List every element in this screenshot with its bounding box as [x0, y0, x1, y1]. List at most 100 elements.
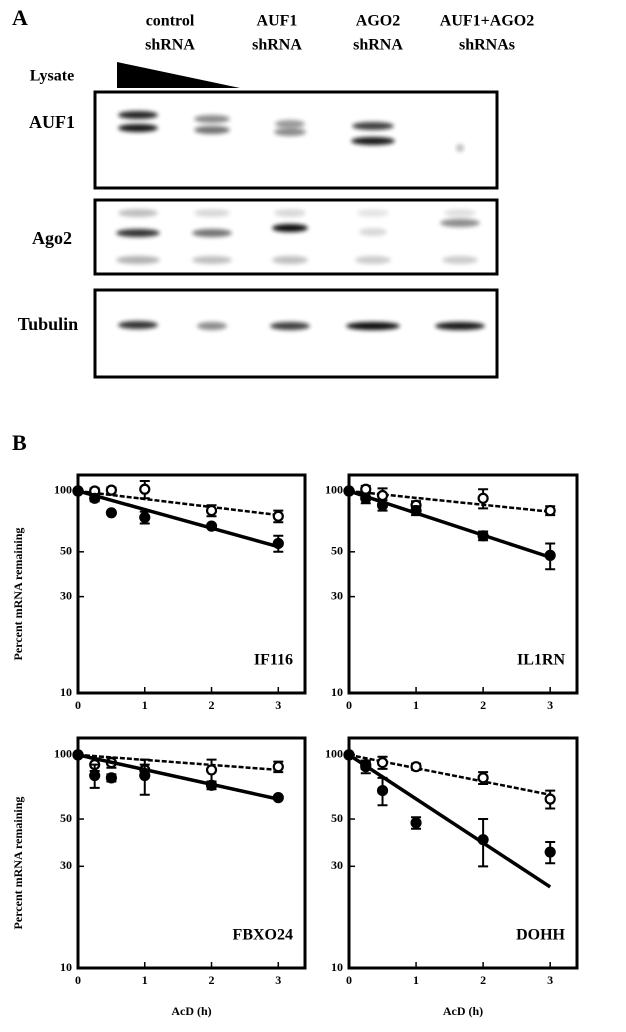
- y-tick-label: 50: [60, 811, 72, 825]
- x-axis-label: AcD (h): [171, 1004, 211, 1018]
- fit-line: [77, 489, 279, 517]
- data-point: [105, 507, 117, 519]
- lane-header: AGO2: [356, 13, 400, 30]
- data-point: [89, 492, 101, 504]
- data-point: [139, 483, 151, 495]
- x-tick-label: 1: [413, 698, 419, 712]
- band: [274, 128, 306, 136]
- lane-header: AUF1: [257, 13, 298, 30]
- data-point: [544, 846, 556, 858]
- data-point: [272, 761, 284, 773]
- band: [272, 224, 308, 232]
- band: [444, 209, 476, 217]
- band: [192, 256, 232, 264]
- band: [194, 126, 230, 134]
- x-tick-label: 3: [547, 698, 553, 712]
- band: [351, 137, 395, 145]
- data-point: [410, 761, 422, 773]
- data-point: [410, 817, 422, 829]
- data-point: [410, 504, 422, 517]
- plot-frame: [76, 736, 307, 970]
- band: [270, 322, 310, 330]
- y-tick-label: 10: [331, 960, 343, 974]
- x-tick-label: 0: [75, 698, 81, 712]
- x-tick-label: 3: [547, 973, 553, 987]
- y-tick-label: 100: [54, 747, 72, 761]
- band: [118, 124, 158, 132]
- data-point: [360, 483, 372, 495]
- x-tick-label: 2: [209, 698, 215, 712]
- y-tick-label: 30: [60, 858, 72, 872]
- plot-frame: [347, 473, 579, 695]
- data-point: [89, 769, 101, 782]
- gene-label: IL1RN: [517, 652, 565, 669]
- y-tick-label: 100: [325, 747, 343, 761]
- band: [118, 209, 158, 217]
- panel-label: A: [12, 5, 28, 30]
- band: [118, 321, 158, 329]
- y-axis-label: Percent mRNA remaining: [11, 528, 25, 661]
- row-label: Tubulin: [18, 314, 78, 334]
- gene-label: FBXO24: [233, 927, 293, 944]
- lane-header: AUF1+AGO2: [440, 13, 534, 30]
- gradient-triangle: [117, 62, 240, 88]
- lane-header: shRNA: [353, 37, 403, 54]
- band: [435, 322, 485, 330]
- x-tick-label: 3: [275, 698, 281, 712]
- band: [116, 229, 160, 237]
- lane-header: control: [146, 13, 195, 30]
- band: [357, 209, 389, 217]
- y-tick-label: 30: [331, 858, 343, 872]
- y-axis-label: Percent mRNA remaining: [11, 797, 25, 930]
- band: [272, 256, 308, 264]
- data-point: [477, 834, 489, 846]
- lane-header: shRNA: [252, 37, 302, 54]
- y-tick-label: 30: [331, 588, 343, 602]
- data-point: [477, 530, 489, 542]
- gene-label: DOHH: [516, 927, 565, 944]
- data-point: [544, 504, 556, 517]
- data-point: [205, 779, 218, 791]
- lane-header: shRNAs: [459, 37, 515, 54]
- y-tick-label: 10: [60, 960, 72, 974]
- y-tick-label: 100: [54, 483, 72, 497]
- data-point: [544, 549, 556, 561]
- fit-line: [77, 753, 279, 801]
- band: [359, 228, 387, 236]
- fit-line: [348, 753, 551, 796]
- lysate-label: Lysate: [30, 68, 74, 85]
- plot-frame: [347, 736, 579, 970]
- data-point: [376, 499, 389, 511]
- row-label: Ago2: [32, 228, 72, 248]
- band: [456, 144, 464, 152]
- band: [192, 229, 232, 237]
- data-point: [376, 489, 389, 502]
- y-tick-label: 50: [331, 811, 343, 825]
- x-tick-label: 0: [346, 698, 352, 712]
- y-tick-label: 30: [60, 588, 72, 602]
- band: [118, 111, 158, 119]
- data-point: [376, 756, 389, 769]
- blot-frame: [93, 288, 499, 379]
- band: [346, 322, 400, 330]
- x-tick-label: 0: [346, 973, 352, 987]
- band: [194, 115, 230, 123]
- blots: [93, 90, 499, 379]
- gene-label: IF116: [254, 652, 293, 669]
- data-point: [139, 769, 151, 782]
- blot-frame: [93, 90, 499, 190]
- fit-line: [77, 489, 279, 549]
- plot-frame: [76, 473, 307, 695]
- x-tick-label: 2: [480, 973, 486, 987]
- panel-label: B: [12, 430, 27, 455]
- row-label: AUF1: [29, 112, 75, 132]
- band: [194, 209, 230, 217]
- data-point: [376, 784, 389, 797]
- band: [440, 219, 480, 227]
- data-point: [360, 761, 372, 773]
- band: [197, 322, 227, 330]
- band: [116, 256, 160, 264]
- x-tick-label: 1: [413, 973, 419, 987]
